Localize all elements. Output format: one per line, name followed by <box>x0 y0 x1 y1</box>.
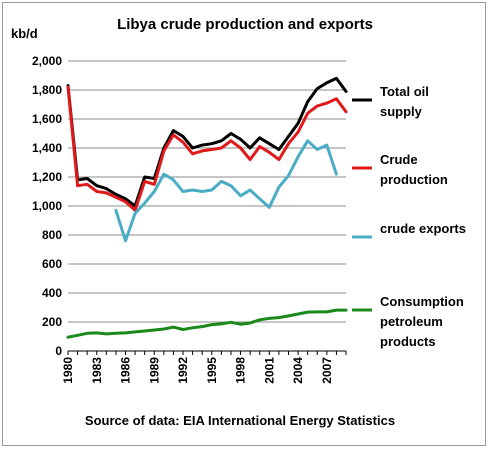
series-line <box>66 308 348 339</box>
y-tick-label: 800 <box>42 228 62 242</box>
legend-item: Consumption petroleum products <box>352 294 464 349</box>
x-tick-label: 2004 <box>291 357 305 384</box>
source-note: Source of data: EIA International Energy… <box>85 413 395 428</box>
series-line <box>114 139 338 243</box>
legend-label: products <box>380 334 436 349</box>
x-tick-label: 1995 <box>205 357 219 384</box>
x-tick-label: 2001 <box>262 357 276 384</box>
y-tick-label: 400 <box>42 286 62 300</box>
legend-item: crude exports <box>352 221 466 239</box>
chart-title: Libya crude production and exports <box>117 16 373 33</box>
x-axis: 1980 1983 1986 1989 1992 1995 1998 2001 2004 2007 <box>61 350 347 384</box>
y-axis-unit-label: kb/d <box>11 26 38 41</box>
y-tick-label: 600 <box>42 257 62 271</box>
y-tick-label: 1,400 <box>32 141 62 155</box>
y-tick-label: 1,200 <box>32 170 62 184</box>
series-lines <box>66 76 348 339</box>
x-tick-label: 1989 <box>147 357 161 384</box>
legend-label: petroleum <box>380 314 443 329</box>
legend-label: production <box>380 172 448 187</box>
series-line <box>66 76 348 208</box>
legend-item: Total oil supply <box>352 84 429 119</box>
legend-label: crude exports <box>380 221 466 236</box>
y-tick-label: 1,600 <box>32 112 62 126</box>
y-tick-label: 1,800 <box>32 83 62 97</box>
y-tick-label: 200 <box>42 315 62 329</box>
legend-label: supply <box>380 104 423 119</box>
legend: Total oil supply Crude production crude expo… <box>352 84 466 349</box>
x-tick-label: 1998 <box>234 357 248 384</box>
x-tick-label: 1992 <box>176 357 190 384</box>
chart-frame <box>2 2 486 446</box>
legend-item: Crude production <box>352 152 448 187</box>
x-tick-label: 1983 <box>90 357 104 384</box>
x-tick-label: 1986 <box>119 357 133 384</box>
x-tick-label: 2007 <box>320 357 334 384</box>
legend-label: Consumption <box>380 294 464 309</box>
y-tick-label: 1,000 <box>32 199 62 213</box>
y-tick-label: 0 <box>55 344 62 358</box>
legend-label: Total oil <box>380 84 429 99</box>
series-line <box>66 85 348 212</box>
gridlines <box>68 60 346 352</box>
y-tick-label: 2,000 <box>32 54 62 68</box>
legend-label: Crude <box>380 152 418 167</box>
y-axis-ticks: 0 200 400 600 800 1,000 1,200 1,400 1,600 1,800 2,… <box>32 54 62 358</box>
x-tick-label: 1980 <box>61 357 75 384</box>
